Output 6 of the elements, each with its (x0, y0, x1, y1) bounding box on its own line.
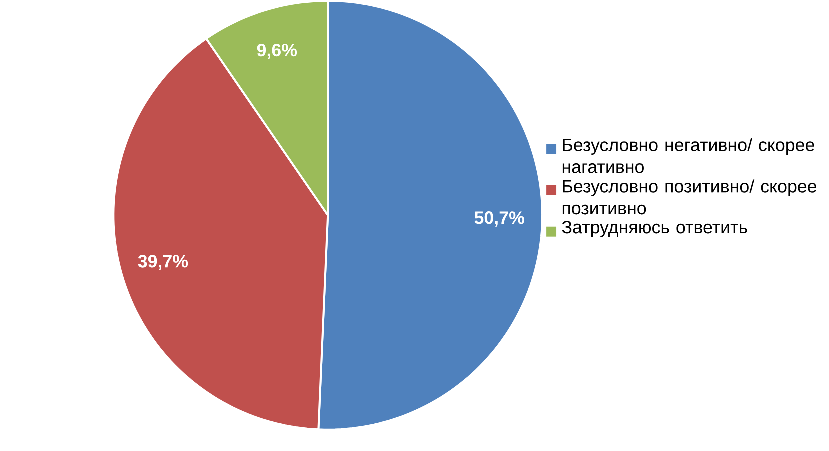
legend-label: Безусловно негативно/ скорее нагативно (562, 138, 814, 174)
data-label: 39,7% (138, 254, 188, 270)
data-label: 9,6% (257, 44, 298, 60)
legend-label: Затрудняюсь ответить (562, 220, 748, 238)
data-label: 50,7% (474, 211, 524, 227)
legend-label: Безусловно позитивно/ скорее позитивно (562, 180, 817, 215)
